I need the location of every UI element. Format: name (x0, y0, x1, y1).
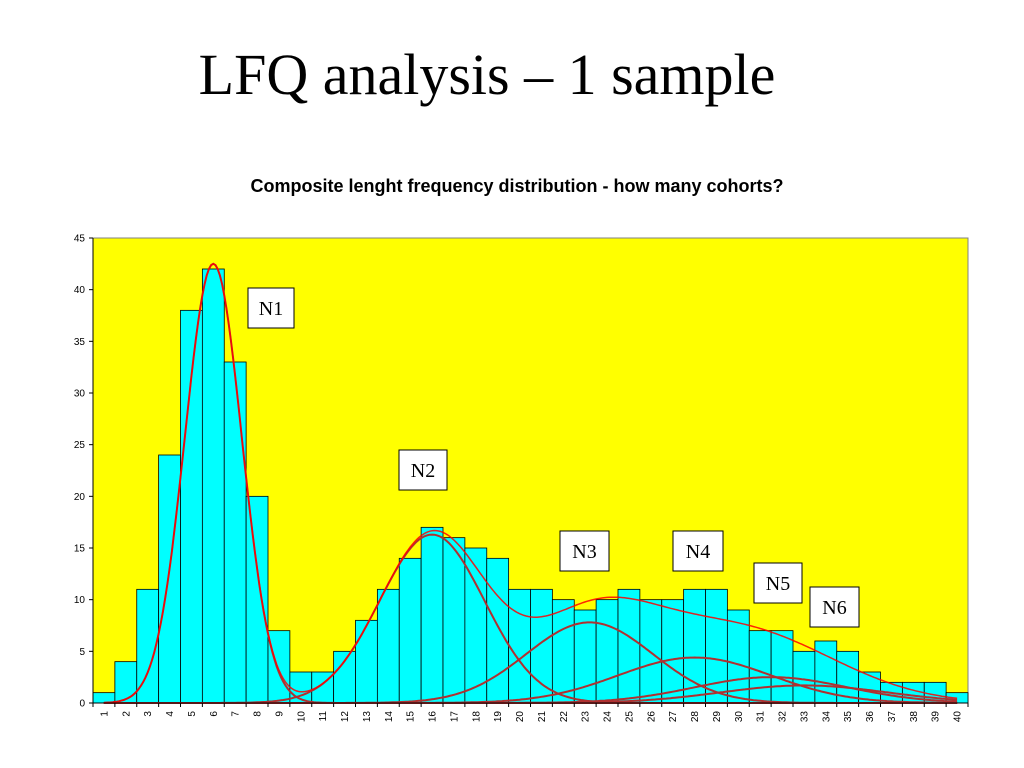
x-tick-label: 25 (624, 711, 635, 723)
bar-33 (792, 650, 816, 704)
bar-25 (617, 588, 641, 704)
x-tick-label: 18 (471, 711, 482, 723)
x-tick-label: 32 (778, 711, 789, 723)
svg-text:N6: N6 (822, 597, 846, 619)
x-tick-label: 10 (296, 711, 307, 723)
bar-14 (376, 588, 400, 704)
x-tick-label: 39 (931, 711, 942, 723)
svg-text:N1: N1 (259, 298, 283, 320)
bar-27 (661, 599, 685, 704)
x-tick-label: 15 (406, 711, 417, 723)
x-tick-label: 7 (231, 711, 242, 717)
x-tick-label: 14 (384, 711, 395, 723)
x-tick-label: 8 (253, 711, 264, 717)
y-tick-label: 30 (74, 389, 86, 400)
x-tick-label: 5 (187, 711, 198, 717)
x-tick-label: 27 (668, 711, 679, 723)
bar-29 (705, 588, 728, 704)
x-tick-label: 12 (340, 711, 351, 723)
x-tick-label: 28 (690, 711, 701, 723)
y-tick-label: 45 (74, 234, 86, 245)
bar-16 (420, 526, 444, 704)
bar-15 (398, 557, 422, 704)
bar-6 (201, 268, 225, 704)
x-tick-label: 38 (909, 711, 920, 723)
svg-text:N4: N4 (686, 541, 710, 563)
x-tick-label: 19 (493, 711, 504, 723)
y-tick-label: 0 (79, 699, 85, 710)
x-tick-label: 9 (274, 711, 285, 717)
chart-title: Composite lenght frequency distribution … (250, 176, 784, 196)
bar-9 (267, 630, 291, 704)
cohort-label-n6: N6 (809, 586, 860, 628)
x-tick-label: 17 (449, 711, 460, 723)
x-tick-label: 13 (362, 711, 373, 723)
x-tick-label: 22 (559, 711, 570, 723)
cohort-label-n4: N4 (672, 530, 724, 572)
slide-title: LFQ analysis – 1 sample (198, 42, 776, 107)
bar-22 (551, 599, 575, 704)
bar-24 (595, 599, 619, 704)
bar-17 (442, 537, 466, 704)
x-tick-label: 20 (515, 711, 526, 723)
bar-19 (486, 557, 510, 704)
bar-2 (114, 661, 138, 704)
y-tick-label: 40 (74, 285, 86, 296)
x-tick-label: 24 (603, 711, 614, 723)
y-tick-label: 35 (74, 337, 86, 348)
x-tick-label: 40 (953, 711, 964, 723)
bar-21 (530, 588, 553, 704)
x-tick-label: 37 (887, 711, 898, 723)
cohort-label-n1: N1 (247, 287, 295, 329)
x-tick-label: 36 (865, 711, 876, 723)
x-tick-label: 11 (318, 711, 329, 722)
y-tick-label: 10 (74, 595, 86, 606)
cohort-labels-group: N1 N2 N3 N4 N5 N6 (247, 287, 860, 628)
bar-4 (158, 454, 181, 704)
y-tick-label: 20 (74, 492, 86, 503)
cohort-label-n2: N2 (398, 449, 448, 491)
x-tick-label: 2 (121, 711, 132, 717)
x-tick-label: 34 (821, 711, 832, 723)
bar-32 (770, 630, 794, 704)
x-tick-label: 3 (143, 711, 154, 717)
bar-12 (333, 650, 356, 704)
x-tick-label: 31 (756, 711, 767, 723)
x-tick-label: 26 (646, 711, 657, 723)
cohort-label-n5: N5 (753, 562, 803, 604)
svg-text:N2: N2 (411, 460, 435, 482)
svg-text:N3: N3 (572, 541, 596, 563)
svg-text:N5: N5 (766, 573, 790, 595)
bar-13 (355, 619, 378, 704)
x-tick-label: 29 (712, 711, 723, 723)
x-tick-label: 33 (799, 711, 810, 723)
y-tick-label: 5 (79, 647, 85, 658)
x-tick-label: 16 (428, 711, 439, 723)
x-tick-label: 4 (165, 711, 176, 717)
bar-7 (223, 361, 247, 704)
bar-8 (245, 495, 269, 704)
y-tick-label: 15 (74, 544, 86, 555)
x-tick-label: 35 (843, 711, 854, 723)
bar-20 (508, 588, 531, 704)
x-tick-label: 1 (99, 711, 110, 717)
total-fit-curve (103, 262, 958, 704)
y-tick-label: 25 (74, 440, 86, 451)
x-tick-label: 23 (581, 711, 592, 723)
x-tick-label: 30 (734, 711, 745, 723)
cohort-label-n3: N3 (559, 530, 610, 572)
x-tick-label: 6 (209, 711, 220, 717)
bar-31 (748, 630, 772, 704)
x-tick-label: 21 (537, 711, 548, 723)
